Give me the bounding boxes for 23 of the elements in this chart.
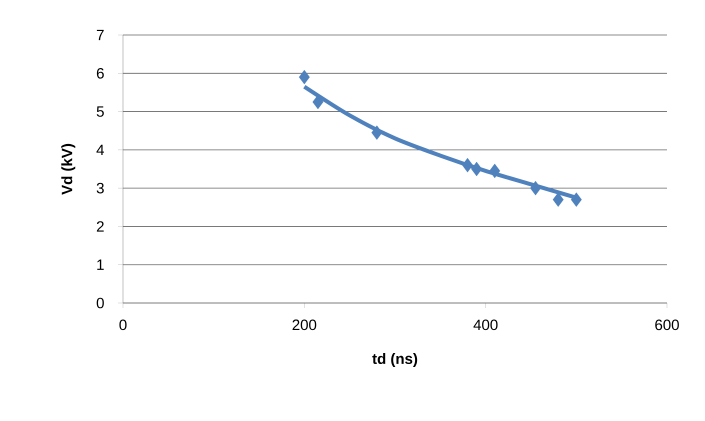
y-tick-label: 7	[96, 30, 104, 40]
y-tick-label: 5	[96, 106, 104, 117]
point	[530, 180, 541, 196]
point	[298, 70, 310, 84]
x-tick-label: 400	[474, 320, 498, 330]
point	[462, 158, 473, 172]
point	[371, 125, 382, 140]
x-axis-title: td (ns)	[372, 353, 418, 367]
y-tick-label: 6	[96, 68, 104, 79]
point	[552, 192, 564, 207]
x-tick-label: 600	[655, 320, 679, 330]
point	[489, 164, 500, 178]
x-tick-label: 0	[119, 320, 127, 330]
point	[312, 94, 324, 110]
y-tick-label: 1	[97, 260, 104, 270]
y-tick-label: 2	[96, 221, 104, 232]
y-tick-label: 0	[96, 298, 104, 308]
point	[471, 162, 482, 176]
y-axis-title: Vd (kV)	[61, 144, 76, 195]
y-tick-label: 4	[96, 144, 104, 156]
x-tick-label: 200	[292, 320, 316, 330]
point	[570, 192, 582, 207]
y-tick-label: 3	[96, 182, 104, 194]
